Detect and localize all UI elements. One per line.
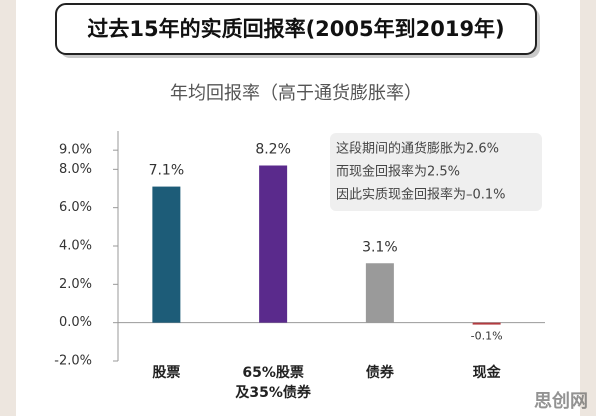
y-tick-label: 0.0% — [59, 315, 92, 330]
y-tick-label: 4.0% — [59, 239, 92, 254]
bar — [365, 263, 394, 323]
bar — [259, 165, 288, 323]
bar — [472, 322, 501, 325]
chart-title: 过去15年的实质回报率(2005年到2019年) — [87, 17, 504, 41]
value-label: 3.1% — [362, 239, 398, 255]
watermark: 思创网 — [534, 390, 588, 412]
value-label: 8.2% — [255, 142, 291, 158]
value-label: 7.1% — [149, 163, 185, 179]
x-tick-label: 65%股票及35%债券 — [235, 365, 312, 401]
bar — [152, 186, 181, 323]
y-tick-label: 9.0% — [59, 143, 92, 158]
y-tick-label: 6.0% — [59, 200, 92, 215]
y-tick-label: -2.0% — [54, 354, 92, 369]
annotation-box — [330, 133, 542, 211]
title-box — [55, 3, 537, 55]
value-label: -0.1% — [471, 330, 503, 343]
annotation: 因此实质现金回报率为–0.1% — [336, 187, 506, 203]
annotation: 而现金回报率为2.5% — [336, 164, 460, 180]
annotation: 这段期间的通货膨胀为2.6% — [336, 141, 499, 157]
y-tick-label: 8.0% — [59, 162, 92, 177]
y-tick-label: 2.0% — [59, 277, 92, 292]
x-tick-label: 现金 — [473, 364, 502, 381]
x-tick-label: 股票 — [152, 365, 180, 381]
x-tick-label: 债券 — [366, 364, 395, 381]
chart-subtitle: 年均回报率（高于通货膨胀率） — [170, 83, 422, 104]
